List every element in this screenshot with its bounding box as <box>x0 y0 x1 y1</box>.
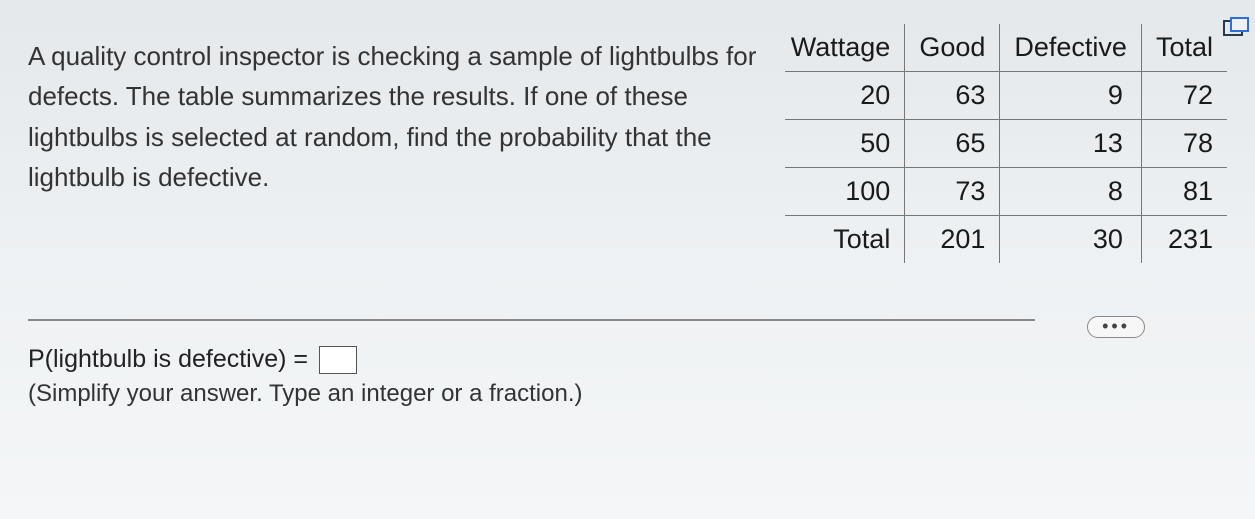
popout-icon[interactable] <box>1223 15 1249 37</box>
cell-defective: 8 <box>1000 168 1142 216</box>
cell-good: 73 <box>905 168 1000 216</box>
cell-defective: 9 <box>1000 72 1142 120</box>
cell-total-good: 201 <box>905 216 1000 264</box>
col-header-total: Total <box>1141 24 1227 72</box>
cell-good: 65 <box>905 120 1000 168</box>
cell-total: 72 <box>1141 72 1227 120</box>
col-header-wattage: Wattage <box>785 24 905 72</box>
cell-total: 81 <box>1141 168 1227 216</box>
more-options-button[interactable]: ••• <box>1087 316 1145 338</box>
table-total-row: Total 201 30 231 <box>785 216 1227 264</box>
data-table-container: Wattage Good Defective Total 20 63 9 72 … <box>785 24 1227 263</box>
cell-wattage: 20 <box>785 72 905 120</box>
cell-total: 78 <box>1141 120 1227 168</box>
table-header-row: Wattage Good Defective Total <box>785 24 1227 72</box>
cell-wattage: 50 <box>785 120 905 168</box>
col-header-defective: Defective <box>1000 24 1142 72</box>
table-row: 100 73 8 81 <box>785 168 1227 216</box>
table-row: 50 65 13 78 <box>785 120 1227 168</box>
col-header-good: Good <box>905 24 1000 72</box>
answer-label: P(lightbulb is defective) = <box>28 345 308 373</box>
divider <box>28 319 1035 321</box>
cell-total-label: Total <box>785 216 905 264</box>
cell-good: 63 <box>905 72 1000 120</box>
answer-section: P(lightbulb is defective) = (Simplify yo… <box>28 345 1227 408</box>
cell-defective: 13 <box>1000 120 1142 168</box>
answer-input[interactable] <box>319 346 357 374</box>
problem-statement: A quality control inspector is checking … <box>28 24 757 197</box>
cell-total-defective: 30 <box>1000 216 1142 264</box>
answer-hint: (Simplify your answer. Type an integer o… <box>28 380 1227 408</box>
data-table: Wattage Good Defective Total 20 63 9 72 … <box>785 24 1227 263</box>
table-row: 20 63 9 72 <box>785 72 1227 120</box>
cell-grand-total: 231 <box>1141 216 1227 264</box>
cell-wattage: 100 <box>785 168 905 216</box>
